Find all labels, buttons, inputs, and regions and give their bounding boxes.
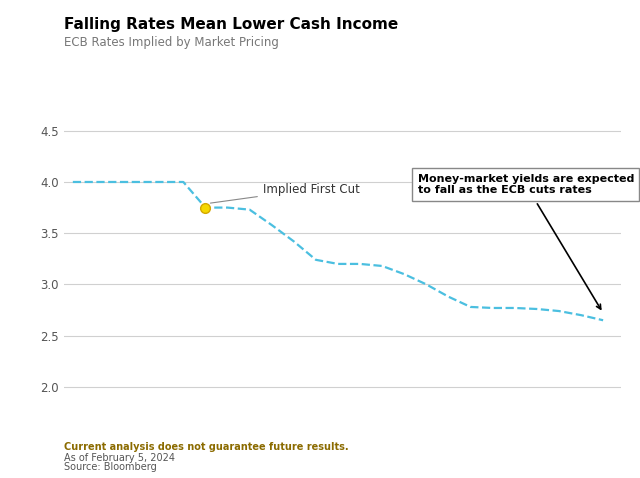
Text: ECB Rates Implied by Market Pricing: ECB Rates Implied by Market Pricing — [64, 36, 279, 49]
Text: Dec 24: Dec 24 — [582, 401, 624, 414]
Text: Sep 24: Sep 24 — [450, 401, 491, 414]
Text: Jun 24: Jun 24 — [319, 401, 356, 414]
Text: Falling Rates Mean Lower Cash Income: Falling Rates Mean Lower Cash Income — [64, 17, 398, 32]
Text: Money-market yields are expected
to fall as the ECB cuts rates: Money-market yields are expected to fall… — [417, 174, 634, 309]
Text: Mar 24: Mar 24 — [185, 401, 226, 414]
Text: Dec 23: Dec 23 — [52, 401, 93, 414]
Text: Current analysis does not guarantee future results.: Current analysis does not guarantee futu… — [64, 442, 349, 452]
Text: Implied First Cut: Implied First Cut — [211, 183, 360, 203]
Text: As of February 5, 2024: As of February 5, 2024 — [64, 453, 175, 463]
Text: Source: Bloomberg: Source: Bloomberg — [64, 462, 157, 472]
